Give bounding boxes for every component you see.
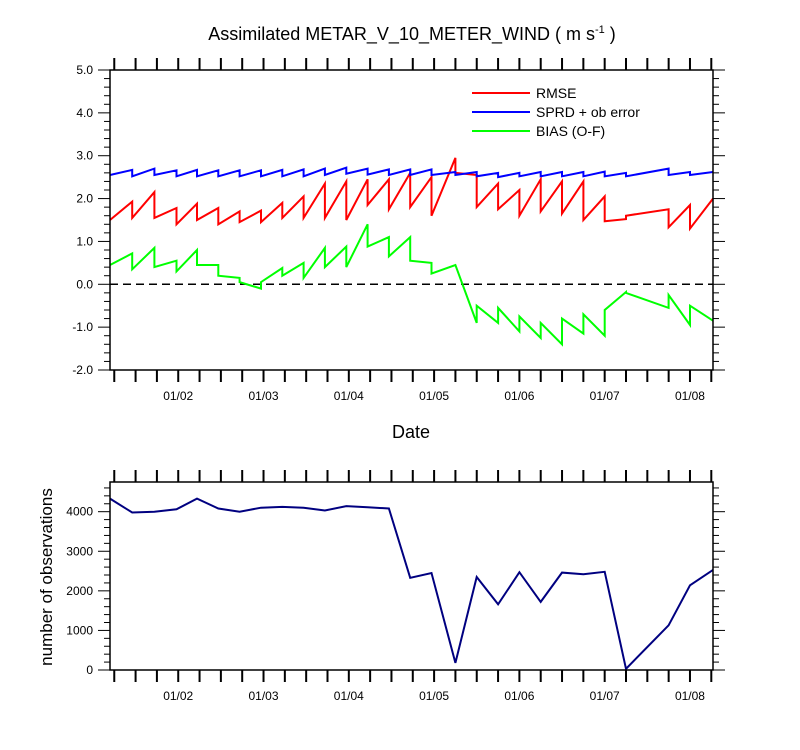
x-tick-label: 01/02 xyxy=(163,689,193,703)
x-tick-label: 01/05 xyxy=(419,689,449,703)
x-tick-label: 01/03 xyxy=(249,389,279,403)
y-ticks xyxy=(98,487,725,671)
legend-label-sprd-ob-error: SPRD + ob error xyxy=(536,104,640,120)
bottom-chart: 0 1000 2000 3000 4000 01/02 01/03 01/04 01/05 01/… xyxy=(37,470,725,703)
y-tick-label: 0.0 xyxy=(76,277,93,291)
chart-title-units: ( m s xyxy=(555,24,595,44)
x-tick-label: 01/07 xyxy=(590,689,620,703)
y-ticks xyxy=(98,69,725,371)
x-tick-label: 01/04 xyxy=(334,389,364,403)
series-line-rmse xyxy=(109,157,714,232)
plot-area-observations: 0 1000 2000 3000 4000 01/02 01/03 01/04 01/05 01/… xyxy=(66,470,725,703)
x-tick-label: 01/03 xyxy=(249,689,279,703)
chart-title-units-exponent: -1 xyxy=(595,24,605,36)
top-chart: Assimilated METAR_V_10_METER_WIND( m s-1… xyxy=(72,24,725,442)
x-tick-label: 01/08 xyxy=(675,689,705,703)
x-tick-label: 01/07 xyxy=(590,389,620,403)
x-axis-label: Date xyxy=(392,422,430,442)
y-tick-label: 2.0 xyxy=(76,192,93,206)
y-tick-label: 3000 xyxy=(66,544,93,558)
plot-frame xyxy=(109,69,714,371)
y-tick-label: 4.0 xyxy=(76,106,93,120)
x-minor-ticks xyxy=(113,58,713,382)
x-tick-label: 01/08 xyxy=(675,389,705,403)
y-tick-label: 0 xyxy=(86,663,93,677)
series-line-sprd-ob-error xyxy=(109,166,714,179)
x-tick-label: 01/04 xyxy=(334,689,364,703)
y-tick-label: -2.0 xyxy=(72,363,93,377)
y-tick-label: -1.0 xyxy=(72,320,93,334)
x-tick-label: 01/06 xyxy=(504,689,534,703)
y-axis-label-observations: number of observations xyxy=(37,488,56,666)
chart-title-units-close: ) xyxy=(605,24,616,44)
y-tick-label: 3.0 xyxy=(76,149,93,163)
chart-title: Assimilated METAR_V_10_METER_WIND( m s-1… xyxy=(208,24,616,45)
legend-label-rmse: RMSE xyxy=(536,85,576,101)
x-tick-label: 01/02 xyxy=(163,389,193,403)
x-minor-ticks xyxy=(113,470,713,682)
y-tick-label: 5.0 xyxy=(76,63,93,77)
legend: RMSE SPRD + ob error BIAS (O-F) xyxy=(472,85,640,139)
series-line-bias-o-f xyxy=(109,223,714,347)
legend-label-bias-o-f: BIAS (O-F) xyxy=(536,123,605,139)
plot-frame xyxy=(109,481,714,671)
y-tick-label: 4000 xyxy=(66,505,93,519)
x-tick-label: 01/06 xyxy=(504,389,534,403)
x-tick-label: 01/05 xyxy=(419,389,449,403)
plot-area: 5.0 4.0 3.0 2.0 1.0 0.0 -1.0 -2.0 01/02 01/03 01/0… xyxy=(72,58,725,403)
chart-title-text: Assimilated METAR_V_10_METER_WIND xyxy=(208,24,550,45)
y-tick-label: 1000 xyxy=(66,623,93,637)
series-line-number-of-observations xyxy=(109,497,714,671)
y-tick-label: 2000 xyxy=(66,584,93,598)
y-tick-label: 1.0 xyxy=(76,234,93,248)
